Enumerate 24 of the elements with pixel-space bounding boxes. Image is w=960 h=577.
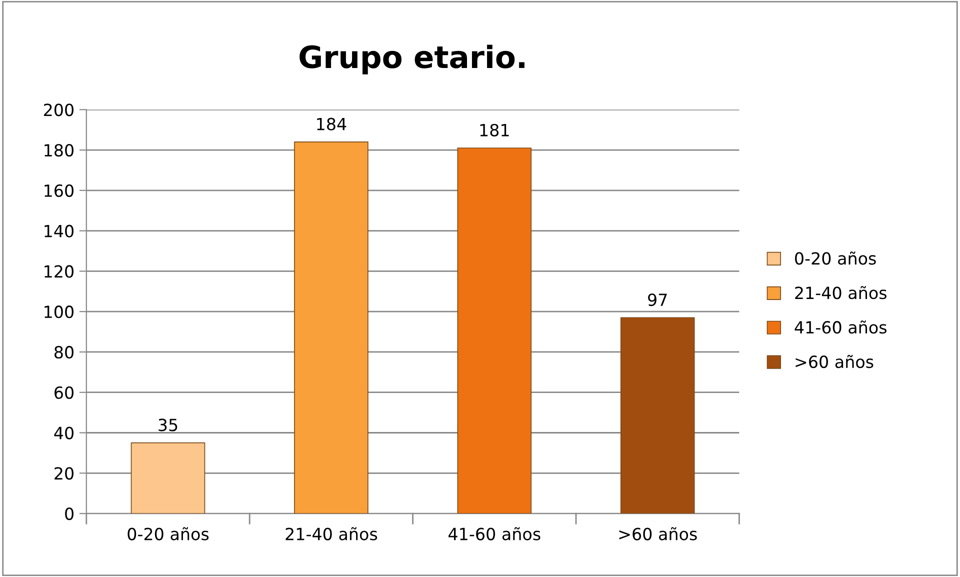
x-tick-label: 21-40 años — [286, 527, 378, 540]
legend-label: 0-20 años — [795, 252, 876, 265]
y-tick-label: 100 — [44, 306, 74, 318]
data-label: 97 — [648, 293, 667, 306]
y-tick-label: 80 — [54, 346, 74, 359]
legend-label: 41-60 años — [794, 320, 886, 334]
y-tick-label: 40 — [54, 426, 74, 440]
chart-title: Grupo etario. — [300, 44, 524, 74]
data-label: 181 — [480, 124, 509, 136]
y-tick-label: 120 — [44, 265, 74, 278]
x-tick-label: 41-60 años — [448, 527, 540, 540]
y-tick-label: 0 — [65, 507, 74, 520]
data-label: 35 — [158, 418, 178, 432]
y-tick-label: 20 — [54, 467, 74, 480]
y-tick-label: 60 — [54, 386, 74, 399]
y-tick-label: 140 — [44, 224, 74, 238]
y-tick-label: 200 — [44, 104, 74, 116]
x-tick-label: >60 años — [619, 527, 697, 540]
y-tick-label: 160 — [44, 184, 74, 197]
data-label: 184 — [317, 118, 346, 130]
x-tick-label: 0-20 años — [128, 527, 209, 540]
legend-label: 21-40 años — [795, 286, 886, 300]
y-tick-label: 180 — [44, 144, 74, 157]
legend-label: >60 años — [796, 354, 874, 368]
